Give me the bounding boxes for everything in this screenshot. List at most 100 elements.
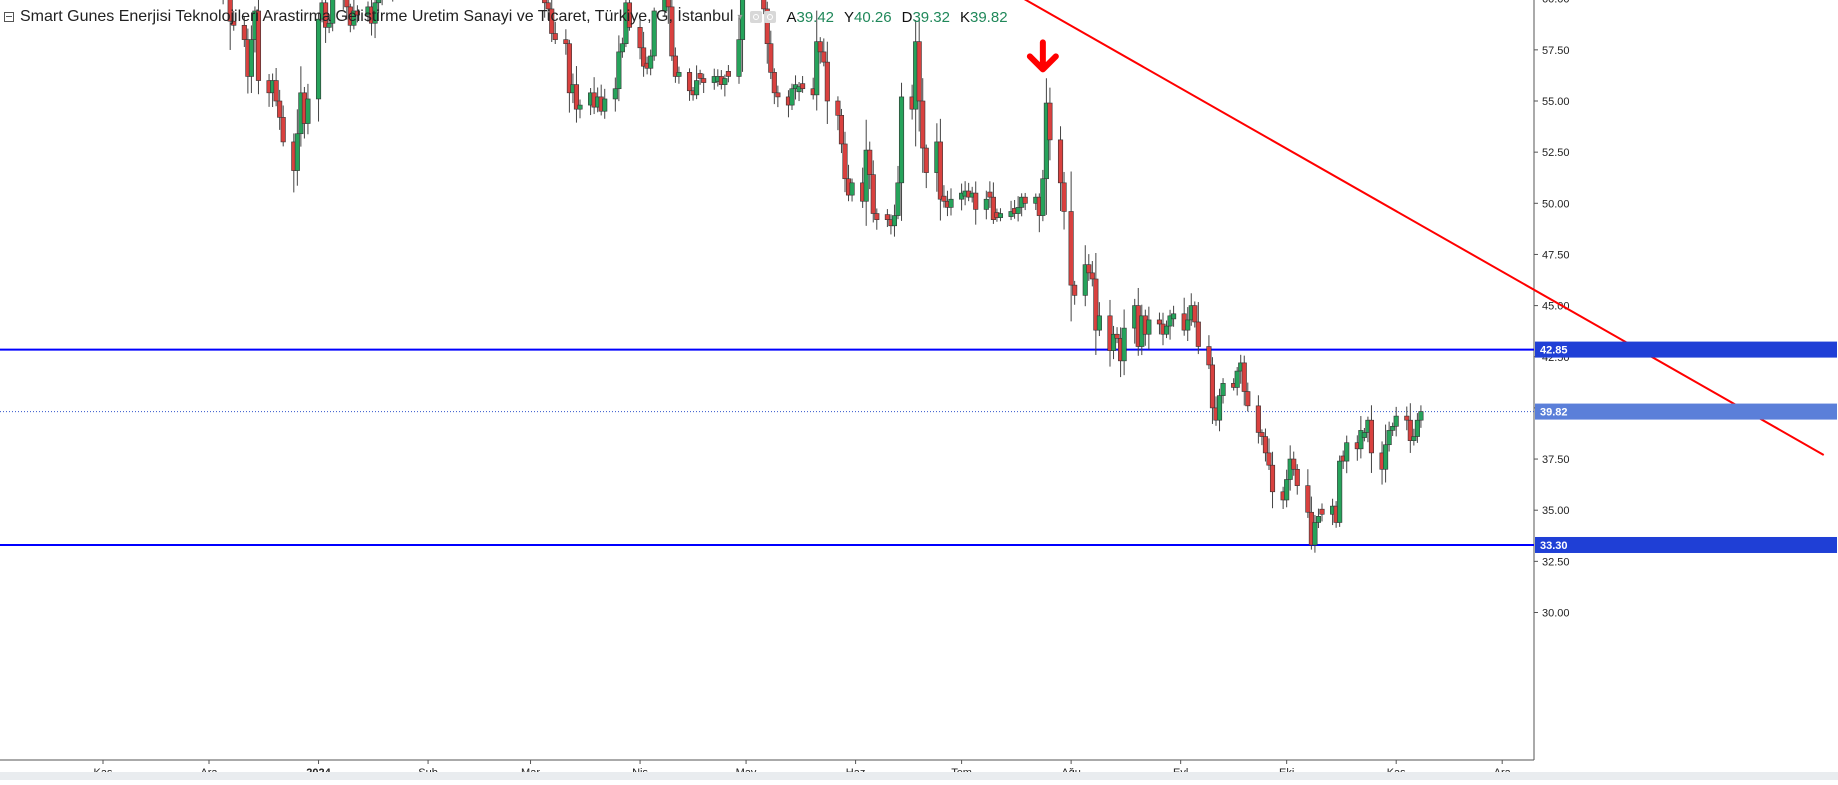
candle (641, 47, 647, 67)
candle (835, 100, 841, 116)
bottom-scrollbar[interactable] (0, 772, 1838, 780)
candle (895, 182, 901, 216)
arrow-down-icon[interactable] (1026, 39, 1059, 73)
candle (1383, 444, 1389, 470)
candle (637, 27, 643, 49)
candle (824, 61, 830, 102)
candle (983, 198, 989, 210)
candle (1047, 102, 1053, 141)
current-price-badge: 39.82 (1540, 407, 1568, 419)
candle (694, 80, 700, 96)
candle (916, 41, 922, 102)
candle (1269, 464, 1276, 493)
support-price-badge-bg (1535, 536, 1837, 553)
candle (1319, 508, 1325, 515)
candle (1167, 315, 1173, 327)
candle (1061, 182, 1067, 212)
candle (616, 51, 622, 90)
current-price-badge-bg (1535, 403, 1837, 420)
candle (736, 39, 742, 77)
candle (796, 86, 802, 93)
candle (542, 0, 548, 4)
candle (545, 2, 551, 10)
candle (1386, 430, 1392, 446)
candle (838, 115, 845, 145)
candle (973, 192, 979, 210)
support-price-badge: 33.30 (1540, 540, 1568, 552)
candle (937, 141, 943, 200)
candle (1185, 319, 1191, 331)
settings-icon[interactable] (764, 11, 777, 23)
candle (1241, 362, 1247, 392)
candle (1086, 264, 1092, 274)
candle (241, 24, 247, 40)
candle (863, 149, 869, 202)
candle (1294, 468, 1300, 486)
candle (1209, 364, 1216, 409)
candle (920, 100, 926, 149)
candle (651, 10, 657, 57)
candle (898, 96, 905, 184)
candle (800, 83, 806, 90)
y-tick-label: 55.00 (1542, 96, 1570, 108)
candle (1404, 415, 1410, 421)
candle (941, 195, 947, 202)
candle (1110, 333, 1117, 351)
candle (1043, 102, 1049, 180)
candle (248, 39, 254, 77)
candle (1284, 479, 1290, 501)
candle (1291, 458, 1297, 470)
y-tick-label: 30.00 (1542, 608, 1570, 620)
candle (1195, 321, 1201, 347)
candle (231, 20, 237, 26)
candle (722, 78, 728, 85)
candle (1022, 196, 1028, 204)
support-price-badge: 42.85 (1540, 345, 1568, 357)
candle (330, 0, 336, 24)
y-tick-label: 37.50 (1542, 454, 1570, 466)
ohlc-close: K39.82 (959, 8, 1008, 26)
candle (1114, 333, 1120, 339)
candle (1368, 419, 1375, 454)
candle (1089, 272, 1095, 280)
symbol-title: Smart Gunes Enerjisi Teknolojileri Arast… (20, 8, 734, 25)
chevron-down-icon[interactable]: ▾ (737, 11, 743, 23)
candle (821, 51, 827, 63)
trendline[interactable] (428, 0, 1825, 456)
visibility-icon[interactable] (750, 11, 763, 23)
candle (739, 0, 746, 40)
candle (842, 143, 848, 180)
candle (294, 133, 300, 171)
candle (669, 6, 675, 57)
candle (1040, 178, 1046, 216)
candle (1407, 419, 1413, 441)
candle (227, 0, 233, 22)
candle (1146, 319, 1152, 335)
candle (612, 88, 618, 100)
candle (1414, 419, 1420, 437)
candle (1082, 264, 1088, 296)
candle (764, 8, 770, 45)
candle (814, 41, 820, 96)
candle (891, 215, 898, 227)
collapse-icon[interactable] (4, 12, 14, 22)
candle (686, 72, 693, 92)
candle (566, 43, 572, 94)
candle (1171, 313, 1177, 320)
candle (789, 88, 795, 106)
candle (870, 174, 876, 214)
candle (701, 78, 707, 83)
candle (1156, 319, 1163, 325)
candle (775, 92, 781, 98)
legend-icons (750, 11, 777, 23)
candle (1344, 442, 1350, 462)
candle (1107, 315, 1113, 351)
candle (344, 0, 350, 8)
candle (602, 98, 608, 112)
candle (1312, 522, 1318, 546)
candle (987, 191, 993, 198)
candle (662, 0, 668, 12)
candle (315, 18, 322, 100)
